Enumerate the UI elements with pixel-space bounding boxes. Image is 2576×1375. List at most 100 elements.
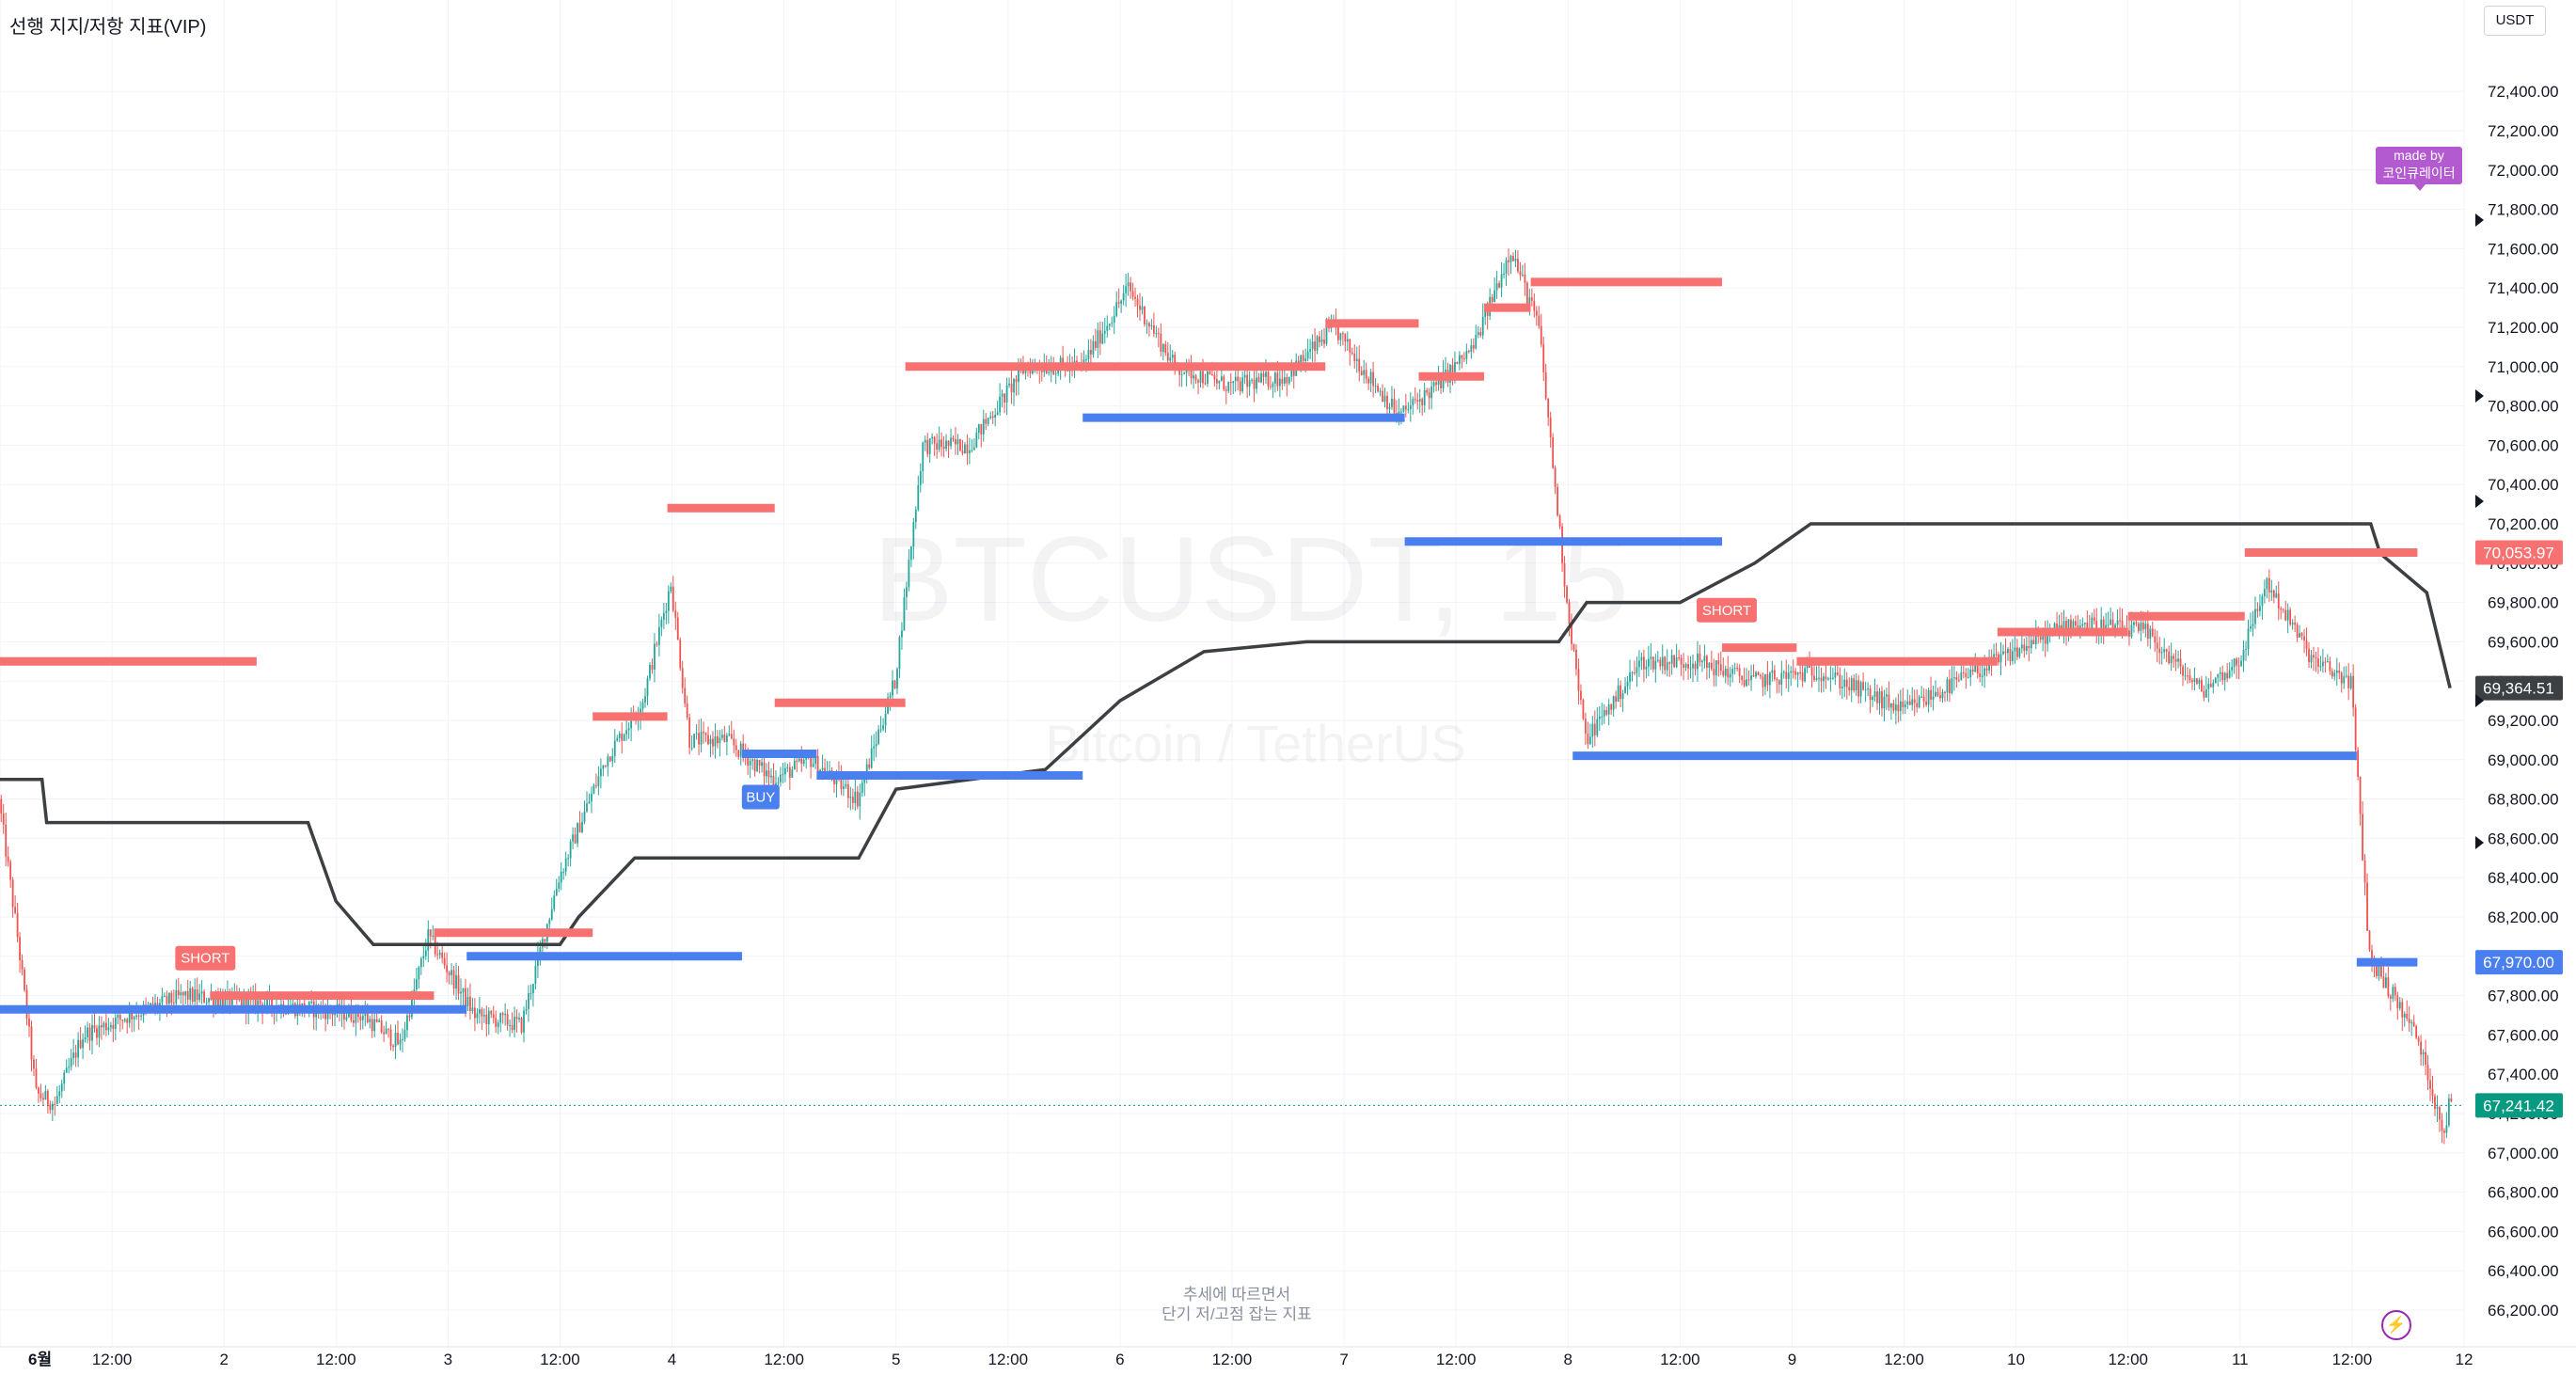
candle-body: [1731, 669, 1734, 674]
candle-body: [593, 784, 595, 794]
candle-body: [1809, 664, 1810, 668]
candle-body: [623, 734, 625, 741]
candle-body: [1018, 368, 1019, 383]
candle-body: [224, 994, 227, 1006]
candle-body: [856, 791, 859, 807]
candle-body: [644, 696, 646, 703]
candle-body: [548, 919, 551, 925]
candle-body: [1645, 666, 1648, 670]
candle-body: [1524, 274, 1526, 283]
candle-body: [135, 1015, 138, 1018]
candle-body: [1435, 382, 1437, 386]
candle-body: [1519, 271, 1522, 276]
candle-body: [999, 396, 1002, 413]
time-tick-label: 12:00: [2108, 1351, 2148, 1368]
candle-body: [1747, 679, 1750, 681]
lightning-icon[interactable]: ⚡: [2381, 1310, 2411, 1340]
candle-body: [1472, 345, 1475, 349]
candle-body: [591, 793, 593, 802]
candle-body: [1889, 703, 1892, 708]
price-tick-label: 71,600.00: [2488, 240, 2559, 258]
candle-body: [2151, 628, 2154, 637]
candle-body: [1530, 297, 1533, 301]
candle-body: [2326, 661, 2329, 663]
signal-short-label: SHORT: [1702, 603, 1751, 619]
candle-body: [1610, 703, 1613, 710]
time-axis-bg: [0, 1347, 2576, 1375]
candle-body: [1932, 696, 1935, 700]
candle-body: [2053, 623, 2056, 629]
indicator-title[interactable]: 선행 지지/저항 지표(VIP): [9, 17, 207, 38]
candle-body: [1776, 678, 1778, 681]
candle-body: [1475, 334, 1478, 349]
candle-body: [1131, 291, 1134, 297]
candle-body: [882, 725, 884, 730]
candle-body: [1629, 672, 1631, 682]
candle-body: [1430, 386, 1433, 399]
candle-body: [1930, 689, 1932, 700]
candle-body: [2450, 1098, 2453, 1102]
candle-body: [980, 424, 983, 435]
candle-body: [695, 733, 698, 735]
made-by-line-1: made by: [2394, 148, 2444, 163]
candle-body: [1591, 723, 1594, 737]
candle-body: [2352, 675, 2355, 708]
candle-body: [28, 1018, 30, 1027]
time-tick-label: 5: [892, 1351, 900, 1368]
candle-body: [408, 1015, 411, 1018]
candle-body: [2015, 647, 2018, 657]
candle-body: [436, 954, 439, 956]
candle-body: [2378, 965, 2380, 976]
candle-body: [501, 1013, 504, 1016]
candle-body: [1414, 399, 1416, 401]
candle-body: [1440, 376, 1442, 388]
candle-body: [2261, 596, 2264, 607]
time-tick-label: 6: [1115, 1351, 1124, 1368]
candle-body: [1227, 382, 1230, 391]
candle-body: [1223, 376, 1225, 390]
candle-body: [208, 998, 210, 1003]
candle-body: [1498, 283, 1500, 288]
candle-body: [103, 1022, 105, 1028]
candle-body: [2203, 690, 2205, 698]
candle-body: [2086, 623, 2089, 628]
candle-body: [2359, 776, 2362, 814]
candle-body: [1309, 349, 1312, 352]
candle-body: [74, 1052, 77, 1058]
candle-body: [922, 442, 925, 472]
candle-body: [1927, 689, 1930, 705]
candle-body: [1260, 372, 1262, 383]
candle-body: [889, 695, 892, 698]
candle-body: [928, 438, 931, 454]
candle-body: [14, 907, 17, 913]
candle-body: [84, 1036, 87, 1040]
candle-body: [1391, 399, 1393, 407]
candle-body: [1892, 703, 1895, 711]
candle-body: [1848, 687, 1851, 691]
candle-body: [1703, 656, 1706, 661]
candle-body: [383, 1032, 386, 1035]
candle-body: [35, 1068, 38, 1088]
candle-body: [219, 996, 222, 1006]
candle-body: [1456, 361, 1459, 364]
candle-body: [514, 1017, 515, 1031]
candle-body: [1621, 693, 1624, 700]
candle-body: [2340, 672, 2343, 684]
candle-body: [1922, 696, 1925, 702]
currency-selector[interactable]: USDT: [2484, 6, 2546, 36]
candle-body: [912, 522, 915, 547]
candle-body: [1894, 704, 1897, 711]
candle-body: [1092, 340, 1095, 355]
candle-body: [1883, 696, 1886, 709]
candle-body: [783, 767, 786, 775]
candle-body: [2182, 666, 2184, 676]
candle-body: [2116, 620, 2119, 625]
candle-body: [450, 970, 452, 975]
candle-body: [892, 680, 893, 696]
price-label-text: 67,241.42: [2483, 1097, 2554, 1114]
candle-body: [1683, 664, 1684, 668]
candle-body: [266, 996, 268, 1006]
candle-body: [681, 668, 684, 688]
